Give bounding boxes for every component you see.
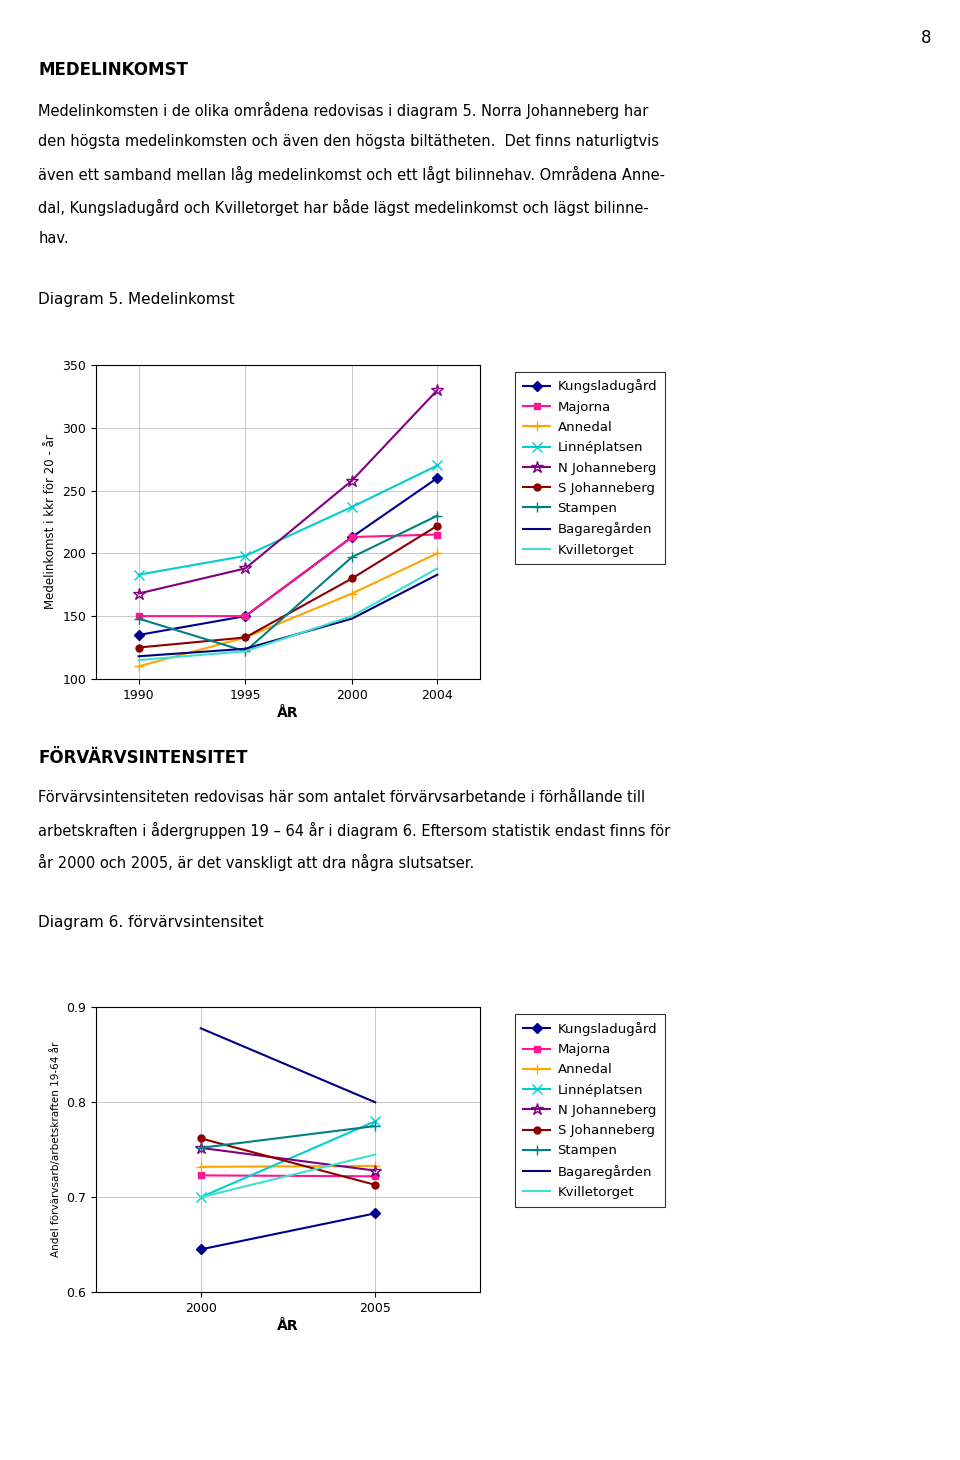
Text: Diagram 6. förvärvsintensitet: Diagram 6. förvärvsintensitet [38, 915, 264, 930]
Text: den högsta medelinkomsten och även den högsta biltätheten.  Det finns naturligtv: den högsta medelinkomsten och även den h… [38, 134, 660, 149]
Legend: Kungsladugård, Majorna, Annedal, Linnéplatsen, N Johanneberg, S Johanneberg, Sta: Kungsladugård, Majorna, Annedal, Linnépl… [516, 1015, 665, 1207]
Y-axis label: Medelinkomst i kkr för 20 - år: Medelinkomst i kkr för 20 - år [44, 435, 57, 609]
Text: FÖRVÄRVSINTENSITET: FÖRVÄRVSINTENSITET [38, 749, 248, 766]
Text: MEDELINKOMST: MEDELINKOMST [38, 61, 188, 79]
Legend: Kungsladugård, Majorna, Annedal, Linnéplatsen, N Johanneberg, S Johanneberg, Sta: Kungsladugård, Majorna, Annedal, Linnépl… [516, 372, 665, 565]
Y-axis label: Andel förvärvsarb/arbetskraften 19-64 år: Andel förvärvsarb/arbetskraften 19-64 år [50, 1042, 60, 1257]
Text: år 2000 och 2005, är det vanskligt att dra några slutsatser.: år 2000 och 2005, är det vanskligt att d… [38, 854, 474, 872]
X-axis label: ÅR: ÅR [277, 705, 299, 720]
X-axis label: ÅR: ÅR [277, 1318, 299, 1333]
Text: dal, Kungsladugård och Kvilletorget har både lägst medelinkomst och lägst bilinn: dal, Kungsladugård och Kvilletorget har … [38, 199, 649, 216]
Text: Förvärvsintensiteten redovisas här som antalet förvärvsarbetande i förhållande t: Förvärvsintensiteten redovisas här som a… [38, 790, 645, 804]
Text: arbetskraften i ådergruppen 19 – 64 år i diagram 6. Eftersom statistik endast fi: arbetskraften i ådergruppen 19 – 64 år i… [38, 822, 671, 839]
Text: hav.: hav. [38, 231, 69, 245]
Text: Diagram 5. Medelinkomst: Diagram 5. Medelinkomst [38, 292, 235, 307]
Text: 8: 8 [921, 29, 931, 47]
Text: Medelinkomsten i de olika områdena redovisas i diagram 5. Norra Johanneberg har: Medelinkomsten i de olika områdena redov… [38, 102, 649, 120]
Text: även ett samband mellan låg medelinkomst och ett lågt bilinnehav. Områdena Anne-: även ett samband mellan låg medelinkomst… [38, 166, 665, 184]
